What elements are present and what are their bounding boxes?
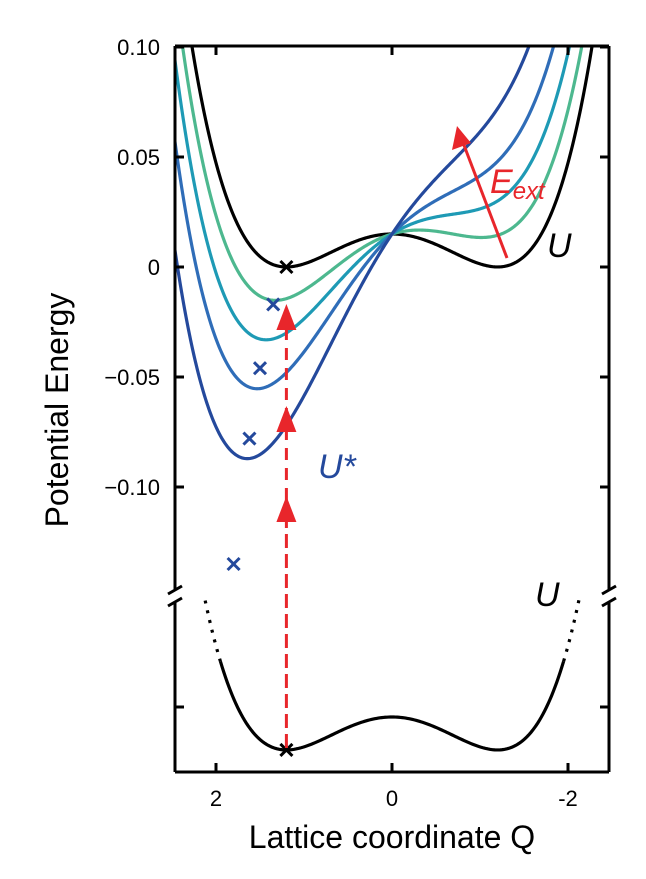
series-line-3 — [175, 46, 556, 391]
minimum-marker-2 — [252, 361, 268, 376]
annotation-u-lower: U — [535, 576, 560, 614]
x-axis-title: Lattice coordinate Q — [249, 819, 535, 855]
minima-markers — [226, 259, 294, 758]
y-tick-label: 0.10 — [117, 35, 160, 60]
x-tick-label: -2 — [558, 786, 578, 811]
excited-curves-panel — [175, 46, 594, 461]
arrowhead-1 — [276, 496, 297, 522]
y-tick-label: −0.05 — [104, 365, 160, 390]
annotation-u-upper: U — [547, 227, 572, 265]
ground-minimum-marker — [279, 742, 294, 758]
ground-state-panel — [203, 600, 581, 752]
annotation-u-star: U* — [318, 448, 358, 486]
y-tick-label: 0 — [148, 255, 160, 280]
minimum-marker-1 — [266, 297, 281, 312]
x-axis-ticks: 2 0 -2 — [210, 46, 578, 811]
y-tick-label: −0.10 — [104, 475, 160, 500]
ground-state-line — [218, 660, 566, 752]
x-tick-label: 0 — [386, 786, 398, 811]
ground-state-dotted-left — [203, 600, 222, 662]
y-tick-label: 0.05 — [117, 145, 160, 170]
arrowhead-3 — [276, 304, 297, 330]
annotation-eext-sub: ext — [513, 178, 546, 205]
excitation-arrows — [276, 126, 509, 748]
eext-arrow-line — [460, 139, 509, 259]
arrowhead-2 — [276, 406, 297, 432]
y-axis-ticks: 0.10 0.05 0 −0.05 −0.10 — [104, 35, 609, 709]
axes-frame — [173, 44, 611, 774]
annotation-eext-main: E — [490, 163, 513, 201]
series-u-star-line — [175, 46, 531, 461]
x-tick-label: 2 — [210, 786, 222, 811]
eext-arrowhead — [452, 126, 471, 150]
minimum-marker-3 — [242, 431, 257, 446]
minimum-marker-0 — [279, 259, 294, 275]
y-axis-title: Potential Energy — [39, 293, 75, 528]
ground-state-dotted-right — [562, 600, 581, 662]
axis-break-marks — [167, 584, 617, 608]
annotation-eext: Eext — [490, 163, 546, 205]
minimum-marker-4 — [226, 556, 241, 572]
